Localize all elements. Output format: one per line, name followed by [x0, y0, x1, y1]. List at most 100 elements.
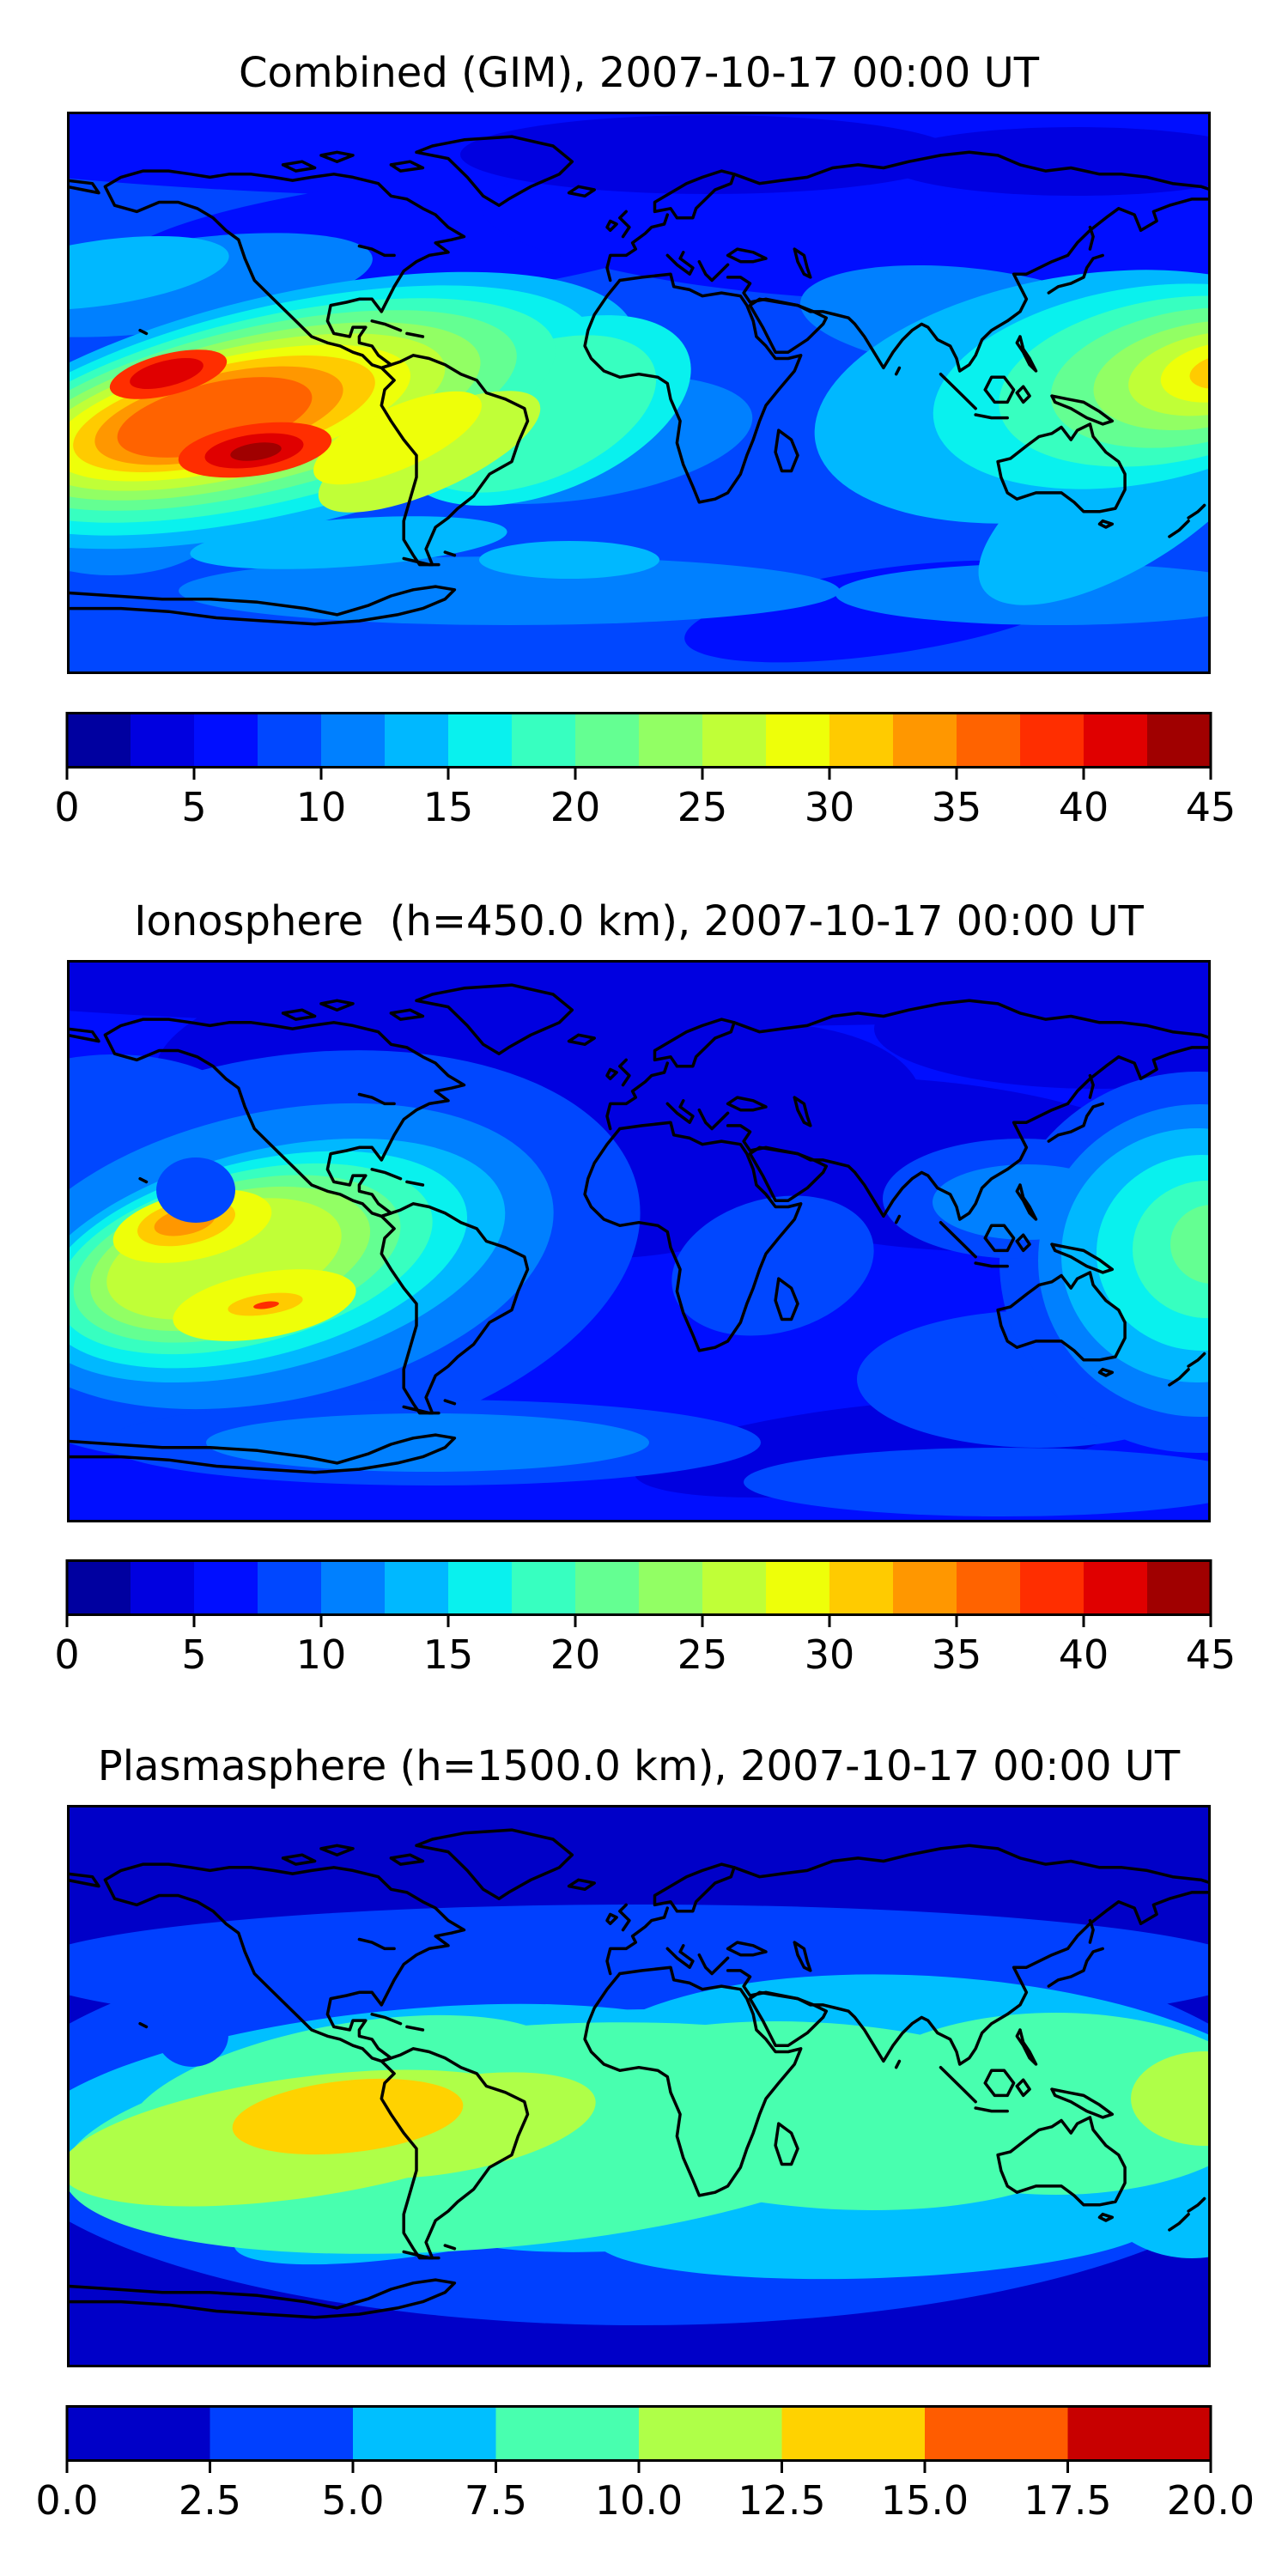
- coastline: [370, 319, 403, 332]
- colorbar-segment: [829, 713, 894, 768]
- colorbar-segment: [385, 1560, 449, 1615]
- panel3-colorbar: 0.0 2.5 5.0 7.5 10.0 12.5 15.0 17.5 20.0: [35, 2405, 1255, 2524]
- contour-blob: [671, 1195, 874, 1336]
- coastline: [618, 1058, 631, 1087]
- colorbar-segment: [702, 713, 767, 768]
- coastline: [732, 1844, 1211, 1885]
- colorbar-segment: [766, 713, 830, 768]
- coastline: [583, 272, 803, 504]
- coastline: [380, 354, 530, 567]
- coastline: [793, 1941, 812, 1972]
- colorbar-tick-label: 2.5: [179, 2477, 241, 2524]
- colorbar-segment: [258, 1560, 322, 1615]
- panel3-map: [67, 1805, 1211, 2367]
- colorbar-tick-label: 40: [1059, 784, 1109, 830]
- contour-blob: [253, 1301, 279, 1309]
- coastline: [415, 983, 574, 1055]
- contour-fill-layer: [67, 1805, 1211, 2367]
- panel1-title: Combined (GIM), 2007-10-17 00:00 UT: [238, 49, 1040, 97]
- coastline: [1097, 1367, 1115, 1377]
- colorbar-tick-label: 12.5: [738, 2477, 825, 2524]
- coastline: [138, 328, 149, 336]
- contour-blob: [1128, 331, 1211, 416]
- colorbar-segment: [512, 713, 576, 768]
- coastline: [774, 428, 799, 473]
- panel2-map: [67, 960, 1211, 1522]
- contour-blob: [920, 180, 1211, 297]
- coastline: [1015, 2028, 1038, 2066]
- colorbar-tick-label: 40: [1059, 1631, 1109, 1678]
- coastline: [1187, 2196, 1206, 2213]
- coastline: [443, 2244, 457, 2251]
- coastline: [697, 1108, 730, 1131]
- coastline: [653, 169, 736, 220]
- coastline: [1187, 503, 1206, 519]
- coastline: [1015, 385, 1031, 404]
- coastline: [1047, 1947, 1104, 1988]
- coastline: [605, 1912, 618, 1926]
- colorbar-segment: [1147, 713, 1212, 768]
- colorbar-tick-label: 45: [1186, 784, 1236, 830]
- coastline: [748, 297, 829, 354]
- contour-fill-layer: [67, 960, 1211, 1522]
- coastline: [1168, 2212, 1190, 2232]
- colorbar-segment: [495, 2406, 640, 2461]
- contour-blob: [130, 357, 204, 390]
- coastline-layer: [67, 983, 1211, 1474]
- coastline: [443, 1399, 457, 1406]
- coastline: [939, 1220, 977, 1259]
- coastline: [405, 331, 425, 338]
- colorbar-segment: [1084, 1560, 1148, 1615]
- coastline: [1015, 1183, 1038, 1221]
- colorbar-tick-label: 5: [181, 1631, 206, 1678]
- coastline: [415, 1828, 574, 1900]
- coastline: [103, 1018, 466, 1218]
- coastline: [405, 1180, 425, 1187]
- contour-blob: [883, 127, 1211, 196]
- colorbar-tick-label: 20: [550, 784, 601, 830]
- coastline: [357, 1937, 396, 1951]
- coastline: [732, 999, 1211, 1040]
- panel2-colorbar: 0 5 10 15 20 25 30 35 40 45: [54, 1559, 1236, 1678]
- coastline: [983, 375, 1016, 404]
- contour-blob: [156, 2003, 228, 2067]
- coastline: [357, 244, 396, 258]
- colorbar-tick-label: 25: [677, 784, 728, 830]
- coastline: [380, 2047, 530, 2260]
- map-border: [67, 960, 1211, 1522]
- coastline: [389, 1008, 425, 1021]
- coastline: [370, 2013, 403, 2026]
- colorbar-segment: [67, 2406, 211, 2461]
- colorbar-segment: [639, 713, 703, 768]
- coastline: [402, 1405, 440, 1415]
- coastline: [357, 1092, 396, 1106]
- coastline: [726, 247, 768, 264]
- colorbar-segment: [575, 713, 640, 768]
- colorbar-tick-label: 0.0: [35, 2477, 98, 2524]
- panel1-map: [67, 112, 1211, 674]
- coastline: [732, 150, 1211, 191]
- contour-blob: [156, 1157, 235, 1223]
- coastline: [1050, 1242, 1115, 1274]
- coastline: [567, 1033, 596, 1047]
- coastline: [653, 1018, 736, 1068]
- colorbar-segment: [893, 1560, 957, 1615]
- colorbar-segment: [1020, 713, 1084, 768]
- contour-blob: [1170, 1205, 1211, 1284]
- colorbar-segment: [575, 1560, 640, 1615]
- coastline-layer: [67, 135, 1211, 626]
- coastline: [389, 1853, 425, 1866]
- coastline: [1168, 1367, 1190, 1387]
- coastline: [415, 135, 574, 207]
- coastline: [774, 1277, 799, 1321]
- coastline: [1015, 1233, 1031, 1253]
- map-border: [67, 1805, 1211, 2367]
- colorbar-segment: [829, 1560, 894, 1615]
- coastline: [67, 585, 457, 626]
- colorbar-segment: [925, 2406, 1069, 2461]
- coastline: [605, 1906, 670, 1976]
- colorbar-segment: [1067, 2406, 1212, 2461]
- colorbar-segment: [1147, 1560, 1212, 1615]
- coastline: [1187, 1352, 1206, 1368]
- coastline: [1088, 1073, 1095, 1099]
